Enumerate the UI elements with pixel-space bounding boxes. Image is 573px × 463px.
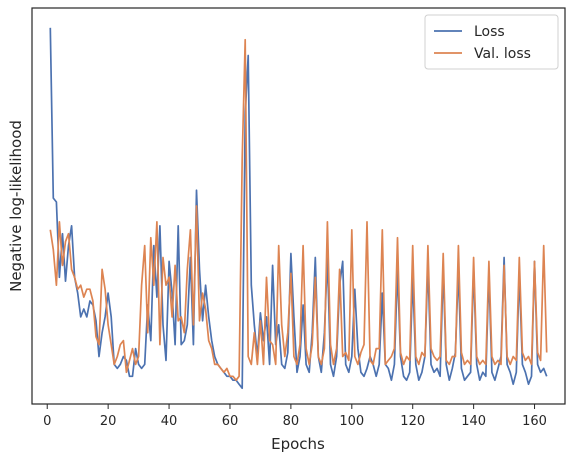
series-line-val-loss	[49, 38, 548, 382]
x-tick-label: 60	[222, 414, 239, 429]
x-tick-label: 20	[100, 414, 117, 429]
x-tick-label: 160	[522, 414, 547, 429]
legend: Loss Val. loss	[424, 14, 559, 70]
series-group	[49, 27, 548, 390]
legend-label-loss: Loss	[474, 24, 505, 40]
legend-box	[424, 14, 559, 70]
x-tick-label: 120	[400, 414, 425, 429]
x-tick-label: 0	[43, 414, 51, 429]
x-tick-label: 40	[161, 414, 178, 429]
x-axis-ticks: 0 20 40 60 80 100 120 140 160	[43, 404, 547, 429]
plot-frame	[31, 7, 566, 405]
x-axis-label: Epochs	[271, 435, 325, 453]
y-axis-label: Negative log-likelihood	[7, 120, 25, 292]
legend-label-val-loss: Val. loss	[474, 46, 531, 62]
x-tick-label: 80	[283, 414, 300, 429]
series-line-loss	[49, 27, 548, 390]
x-tick-label: 140	[461, 414, 486, 429]
x-tick-label: 100	[339, 414, 364, 429]
